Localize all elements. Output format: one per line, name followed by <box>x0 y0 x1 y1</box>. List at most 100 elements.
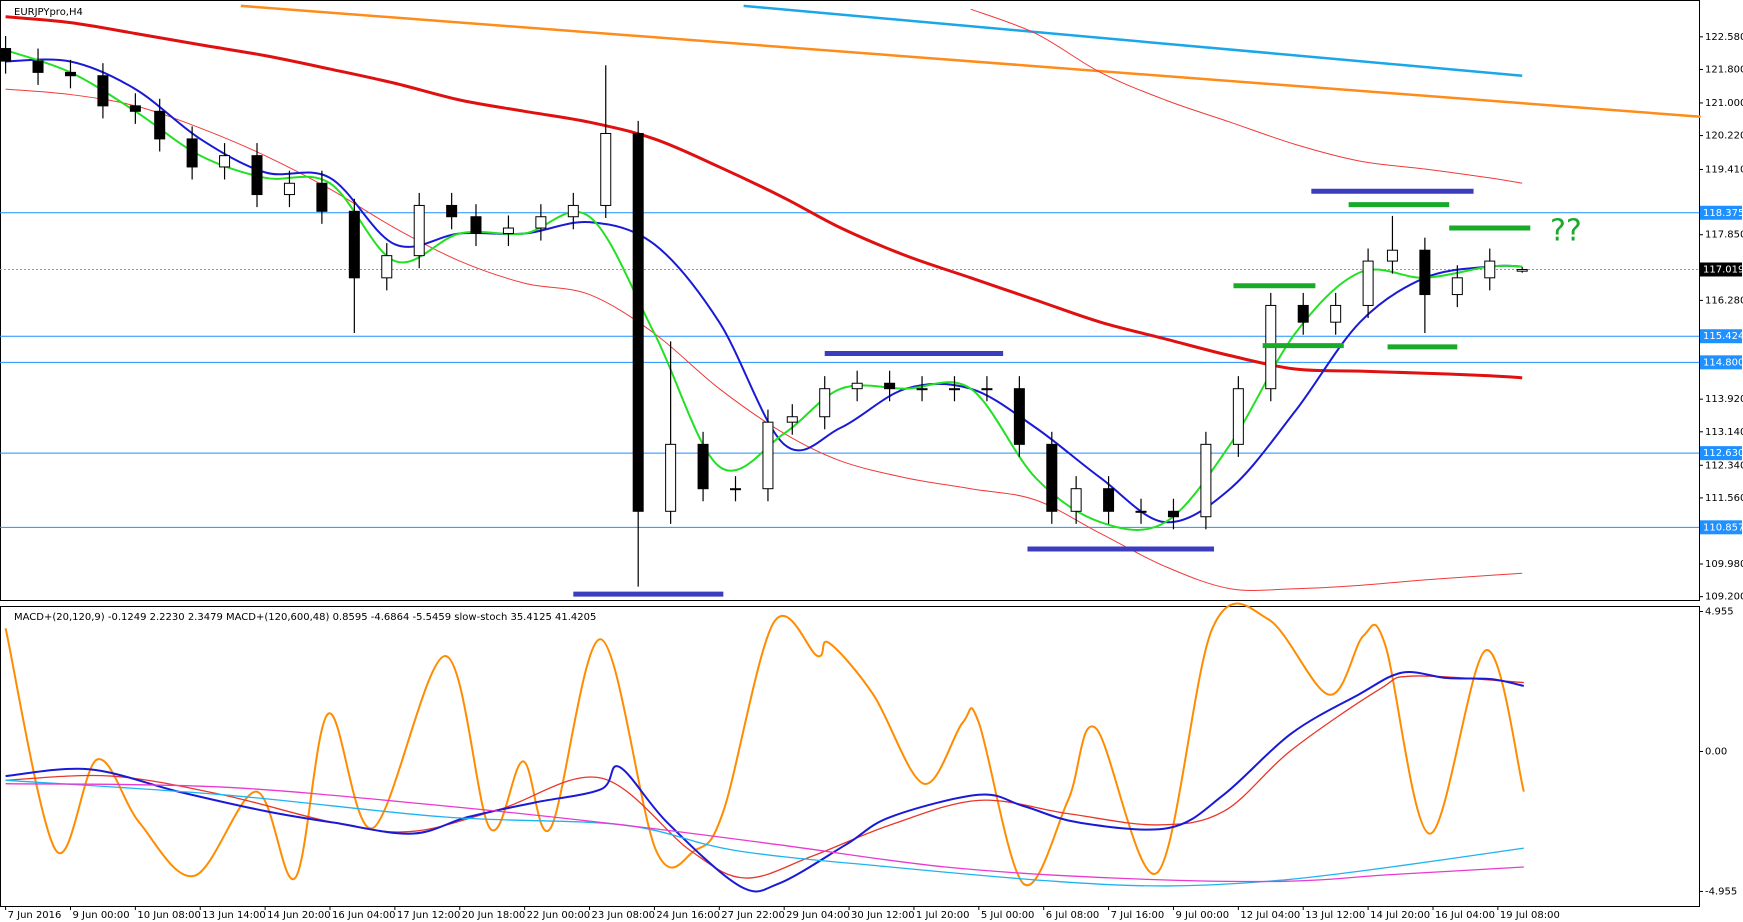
candle-body <box>697 443 709 490</box>
candle-body <box>1484 260 1496 279</box>
x-tick-label: 19 Jul 08:00 <box>1500 910 1560 921</box>
candle-body <box>316 182 328 212</box>
candle-body <box>1386 249 1398 262</box>
x-tick-label: 14 Jun 20:00 <box>267 910 331 921</box>
candle-body <box>665 443 677 512</box>
chart-title: EURJPYpro,H4 <box>14 7 83 18</box>
y-tick-label: 120.220 <box>1705 131 1743 142</box>
moving-average <box>5 88 1523 591</box>
y-tick-label: 116.280 <box>1705 295 1743 306</box>
y-tick-label: 113.140 <box>1705 427 1743 438</box>
candle-body <box>1135 510 1147 513</box>
moving-average <box>970 8 1523 184</box>
level-label: 115.424 <box>1703 331 1743 342</box>
indicator-title: MACD+(20,120,9) -0.1249 2.2230 2.3479 MA… <box>14 612 596 623</box>
level-label: 114.800 <box>1703 357 1743 368</box>
y-tick-label: 122.580 <box>1705 32 1743 43</box>
x-tick-label: 12 Jul 04:00 <box>1240 910 1300 921</box>
x-tick-label: 27 Jun 22:00 <box>721 910 785 921</box>
current-price-label: 117.019 <box>1703 264 1743 275</box>
candle-body <box>730 488 742 491</box>
main-panel <box>0 0 1700 601</box>
candle-body <box>283 182 295 196</box>
candle-body <box>762 421 774 490</box>
candle-body <box>1297 304 1309 323</box>
candle-body <box>600 132 612 206</box>
level-box <box>1700 446 1742 461</box>
level-label: 118.375 <box>1703 208 1743 219</box>
indicator-line <box>4 602 1525 887</box>
x-tick-label: 5 Jul 00:00 <box>981 910 1035 921</box>
y-tick-label: 111.560 <box>1705 493 1743 504</box>
x-tick-label: 29 Jun 04:00 <box>786 910 850 921</box>
candle-body <box>470 216 482 234</box>
x-tick-label: 9 Jun 00:00 <box>72 910 129 921</box>
x-tick-label: 6 Jul 08:00 <box>1046 910 1100 921</box>
candle-body <box>1200 443 1212 518</box>
candle-body <box>1167 510 1179 518</box>
candle-body <box>0 48 12 62</box>
y-tick-label: 0.00 <box>1705 746 1727 757</box>
candle-body <box>32 60 44 73</box>
x-tick-label: 7 Jun 2016 <box>8 910 62 921</box>
candle-body <box>219 155 231 168</box>
x-tick-label: 30 Jun 12:00 <box>851 910 915 921</box>
y-tick-label: 109.980 <box>1705 559 1743 570</box>
level-box <box>1700 329 1742 344</box>
candle-body <box>446 204 458 218</box>
level-box <box>1700 205 1742 220</box>
x-tick-label: 20 Jun 18:00 <box>462 910 526 921</box>
x-tick-label: 22 Jun 00:00 <box>527 910 591 921</box>
trendline <box>743 4 1523 77</box>
y-tick-label: 119.410 <box>1705 164 1743 175</box>
x-tick-label: 9 Jul 00:00 <box>1175 910 1229 921</box>
candle-body <box>632 132 644 512</box>
candle-body <box>1232 388 1244 445</box>
level-label: 110.857 <box>1703 522 1743 533</box>
candle-body <box>64 71 76 77</box>
y-tick-label: 121.800 <box>1705 64 1743 75</box>
candle-body <box>1419 249 1431 296</box>
candle-body <box>1330 304 1342 323</box>
x-tick-label: 17 Jun 12:00 <box>397 910 461 921</box>
x-tick-label: 10 Jun 08:00 <box>137 910 201 921</box>
candle-body <box>981 388 993 391</box>
candle-body <box>916 388 928 391</box>
x-tick-label: 13 Jul 12:00 <box>1305 910 1365 921</box>
level-label: 112.630 <box>1703 448 1743 459</box>
candle-body <box>535 216 547 229</box>
candle-body <box>413 204 425 257</box>
indicator-line <box>5 671 1525 893</box>
y-tick-label: 112.340 <box>1705 460 1743 471</box>
candle-body <box>1516 268 1528 272</box>
indicator-panel <box>0 606 1700 907</box>
candle-body <box>97 75 109 107</box>
candle-body <box>1013 388 1025 445</box>
y-tick-label: 117.850 <box>1705 230 1743 241</box>
x-tick-label: 13 Jun 14:00 <box>202 910 266 921</box>
level-box <box>1700 520 1742 535</box>
trendline <box>240 4 1701 118</box>
x-tick-label: 7 Jul 16:00 <box>1111 910 1165 921</box>
candle-body <box>1070 488 1082 512</box>
y-tick-label: 109.200 <box>1705 592 1743 603</box>
moving-average <box>5 49 1523 531</box>
candle-body <box>786 416 798 423</box>
moving-average <box>5 58 1523 524</box>
annotation: ?? <box>1550 214 1582 249</box>
candle-body <box>1046 443 1058 512</box>
candle-body <box>186 138 198 168</box>
candle-body <box>567 204 579 218</box>
indicator-line <box>5 675 1524 879</box>
indicator-line <box>5 783 1524 883</box>
x-tick-label: 23 Jun 08:00 <box>592 910 656 921</box>
x-tick-label: 24 Jun 16:00 <box>656 910 720 921</box>
y-tick-label: -4.955 <box>1705 886 1737 897</box>
candle-body <box>251 155 263 196</box>
candle-body <box>1362 260 1374 306</box>
x-tick-label: 14 Jul 20:00 <box>1370 910 1430 921</box>
indicator-line <box>5 779 1524 887</box>
x-tick-label: 16 Jul 04:00 <box>1435 910 1495 921</box>
